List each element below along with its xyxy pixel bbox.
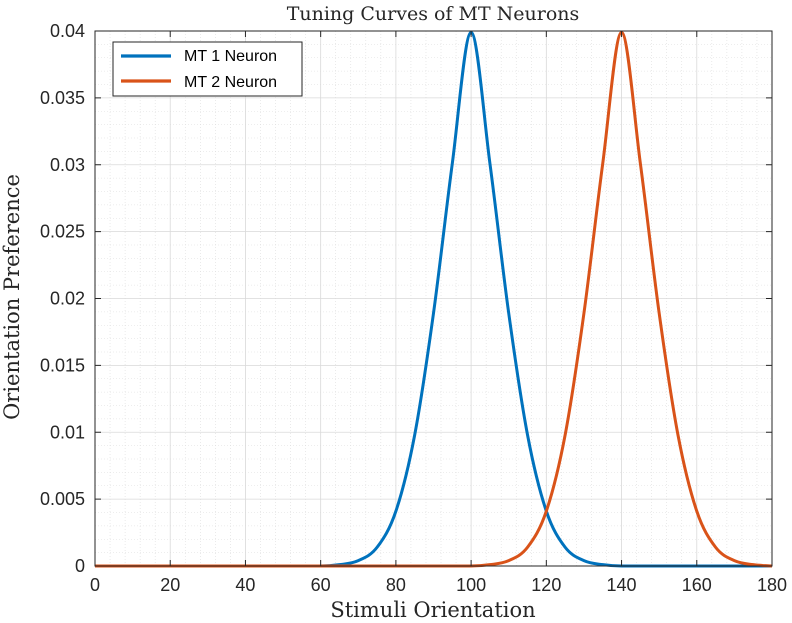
chart-title: Tuning Curves of MT Neurons — [287, 3, 580, 25]
y-axis-ticks: 0 0.005 0.01 0.015 0.02 0.025 0.03 0.035 0.04 — [40, 21, 772, 576]
y-tick-label: 0.03 — [50, 155, 85, 175]
x-tick-label: 140 — [607, 575, 637, 595]
legend-box — [112, 41, 303, 97]
series-line-mt1 — [94, 30, 772, 568]
x-axis-ticks: 0 20 40 60 80 100 120 140 160 180 — [90, 31, 787, 595]
x-tick-label: 160 — [682, 575, 712, 595]
x-tick-label: 180 — [757, 575, 787, 595]
series-layer — [94, 30, 773, 568]
legend-label-mt2: MT 2 Neuron — [184, 74, 277, 91]
legend-label-mt1: MT 1 Neuron — [184, 48, 277, 65]
legend: MT 1 Neuron MT 2 Neuron — [112, 41, 303, 97]
series-line-mt2 — [94, 30, 773, 568]
y-axis-label: Orientation Preference — [0, 174, 24, 420]
x-tick-label: 120 — [531, 575, 561, 595]
x-axis-label: Stimuli Orientation — [330, 598, 535, 622]
y-tick-label: 0.01 — [50, 422, 85, 442]
y-tick-label: 0.025 — [40, 222, 85, 242]
x-tick-label: 40 — [235, 575, 255, 595]
x-tick-label: 100 — [456, 575, 486, 595]
y-tick-label: 0.005 — [40, 489, 85, 509]
y-tick-label: 0.02 — [50, 289, 85, 309]
x-tick-label: 80 — [386, 575, 406, 595]
y-tick-label: 0.035 — [40, 88, 85, 108]
y-tick-label: 0 — [75, 556, 85, 576]
y-tick-label: 0.04 — [50, 21, 85, 41]
y-tick-label: 0.015 — [40, 355, 85, 375]
x-tick-label: 0 — [90, 575, 100, 595]
x-tick-label: 20 — [160, 575, 180, 595]
x-tick-label: 60 — [311, 575, 331, 595]
